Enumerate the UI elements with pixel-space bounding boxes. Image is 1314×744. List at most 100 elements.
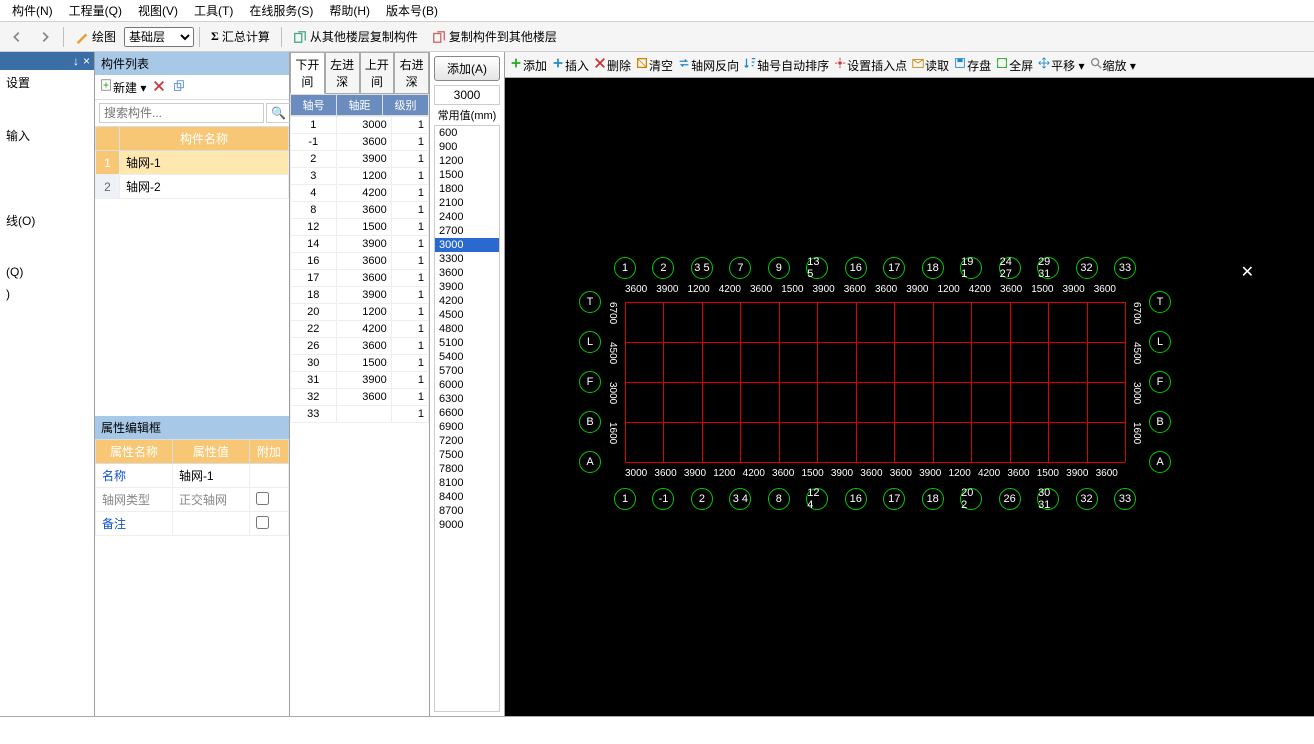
axis-row[interactable]: 1736001 (291, 270, 429, 287)
common-value[interactable]: 6900 (435, 420, 499, 434)
axis-row[interactable]: 3015001 (291, 355, 429, 372)
common-value[interactable]: 7200 (435, 434, 499, 448)
full-button[interactable]: 全屏 (995, 56, 1033, 74)
delete-button[interactable]: 删除 (593, 56, 631, 74)
common-value[interactable]: 4200 (435, 294, 499, 308)
menu-item[interactable]: 在线服务(S) (241, 0, 321, 21)
menu-item[interactable]: 版本号(B) (378, 0, 446, 21)
delete-icon[interactable] (152, 79, 166, 96)
property-row[interactable]: 名称轴网-1 (96, 464, 289, 488)
menu-item[interactable]: 视图(V) (130, 0, 186, 21)
common-value[interactable]: 4800 (435, 322, 499, 336)
common-value[interactable]: 1800 (435, 182, 499, 196)
axis-row[interactable]: 1636001 (291, 253, 429, 270)
axis-row[interactable]: 239001 (291, 151, 429, 168)
axis-row[interactable]: -136001 (291, 134, 429, 151)
common-value[interactable]: 600 (435, 126, 499, 140)
property-row[interactable]: 备注 (96, 512, 289, 536)
axis-tab[interactable]: 下开间 (290, 52, 325, 94)
axis-row[interactable]: 1439001 (291, 236, 429, 253)
pin-icon[interactable]: ↓ (73, 54, 79, 68)
common-value[interactable]: 3300 (435, 252, 499, 266)
axis-row[interactable]: 442001 (291, 185, 429, 202)
axis-row[interactable]: 312001 (291, 168, 429, 185)
setins-button[interactable]: 设置插入点 (833, 56, 907, 74)
axis-row[interactable]: 836001 (291, 202, 429, 219)
axis-row[interactable]: 1215001 (291, 219, 429, 236)
drawing-canvas[interactable]: 添加插入删除清空轴网反向轴号自动排序设置插入点读取存盘全屏平移 ▾缩放 ▾ ✕ … (505, 52, 1314, 716)
stub-row[interactable]: 线(O) (0, 208, 94, 233)
axis-row[interactable]: 2636001 (291, 338, 429, 355)
close-icon[interactable]: ✕ (1241, 262, 1254, 282)
axis-row[interactable]: 2242001 (291, 321, 429, 338)
add-button[interactable]: 添加 (509, 56, 547, 74)
common-value[interactable]: 2400 (435, 210, 499, 224)
zoom-button[interactable]: 缩放 ▾ (1089, 56, 1136, 74)
property-row[interactable]: 轴网类型正交轴网 (96, 488, 289, 512)
common-value[interactable]: 5100 (435, 336, 499, 350)
axis-tab[interactable]: 右进深 (394, 52, 429, 94)
common-value[interactable]: 6600 (435, 406, 499, 420)
stub-row[interactable]: (Q) (0, 261, 94, 283)
stub-row[interactable]: 输入 (0, 123, 94, 148)
copyto-button[interactable]: 复制构件到其他楼层 (426, 26, 563, 47)
new-button[interactable]: 新建 ▾ (99, 78, 146, 96)
axis-row[interactable]: 331 (291, 406, 429, 423)
axis-tab[interactable]: 上开间 (360, 52, 395, 94)
common-value[interactable]: 8100 (435, 476, 499, 490)
reverse-button[interactable]: 轴网反向 (677, 56, 739, 74)
common-list[interactable]: 6009001200150018002100240027003000330036… (434, 125, 500, 712)
draw-button[interactable]: 绘图 (69, 26, 122, 47)
common-value[interactable]: 6000 (435, 378, 499, 392)
axis-row[interactable]: 3236001 (291, 389, 429, 406)
common-value[interactable]: 2700 (435, 224, 499, 238)
common-value[interactable]: 8700 (435, 504, 499, 518)
copyfrom-button[interactable]: 从其他楼层复制构件 (287, 26, 424, 47)
common-value[interactable]: 3900 (435, 280, 499, 294)
common-value[interactable]: 900 (435, 140, 499, 154)
common-value[interactable]: 2100 (435, 196, 499, 210)
axis-row[interactable]: 1839001 (291, 287, 429, 304)
common-value[interactable]: 3600 (435, 266, 499, 280)
thumbnail-strip (0, 716, 1314, 744)
layer-select[interactable]: 基础层 (124, 27, 194, 47)
common-value[interactable]: 6300 (435, 392, 499, 406)
component-row[interactable]: 1轴网-1 (96, 151, 289, 175)
axis-table: 轴号轴距级别 (290, 94, 429, 116)
common-value[interactable]: 1500 (435, 168, 499, 182)
menu-item[interactable]: 构件(N) (4, 0, 61, 21)
axis-row[interactable]: 2012001 (291, 304, 429, 321)
autosort-button[interactable]: 轴号自动排序 (743, 56, 829, 74)
nav-back-button[interactable] (4, 28, 30, 46)
common-value[interactable]: 4500 (435, 308, 499, 322)
axis-row[interactable]: 3139001 (291, 372, 429, 389)
nav-fwd-button[interactable] (32, 28, 58, 46)
clear-button[interactable]: 清空 (635, 56, 673, 74)
axis-tab[interactable]: 左进深 (325, 52, 360, 94)
pan-button[interactable]: 平移 ▾ (1037, 56, 1084, 74)
common-value[interactable]: 7500 (435, 448, 499, 462)
common-value[interactable]: 5700 (435, 364, 499, 378)
common-value[interactable]: 3000 (435, 238, 499, 252)
save-button[interactable]: 存盘 (953, 56, 991, 74)
component-row[interactable]: 2轴网-2 (96, 175, 289, 199)
common-value[interactable]: 9000 (435, 518, 499, 532)
axis-row[interactable]: 130001 (291, 117, 429, 134)
copy-icon[interactable] (172, 79, 186, 96)
menu-item[interactable]: 工程量(Q) (61, 0, 130, 21)
stub-row[interactable]: ) (0, 283, 94, 305)
insert-button[interactable]: 插入 (551, 56, 589, 74)
common-value[interactable]: 7800 (435, 462, 499, 476)
add-button[interactable]: 添加(A) (434, 56, 500, 81)
close-icon[interactable]: × (83, 54, 90, 68)
search-icon[interactable]: 🔍 (266, 103, 291, 123)
read-button[interactable]: 读取 (911, 56, 949, 74)
common-value[interactable]: 5400 (435, 350, 499, 364)
menu-item[interactable]: 帮助(H) (321, 0, 378, 21)
menu-item[interactable]: 工具(T) (186, 0, 241, 21)
sum-button[interactable]: Σ 汇总计算 (205, 26, 276, 47)
stub-row[interactable]: 设置 (0, 70, 94, 95)
search-input[interactable] (99, 103, 264, 123)
common-value[interactable]: 1200 (435, 154, 499, 168)
common-value[interactable]: 8400 (435, 490, 499, 504)
